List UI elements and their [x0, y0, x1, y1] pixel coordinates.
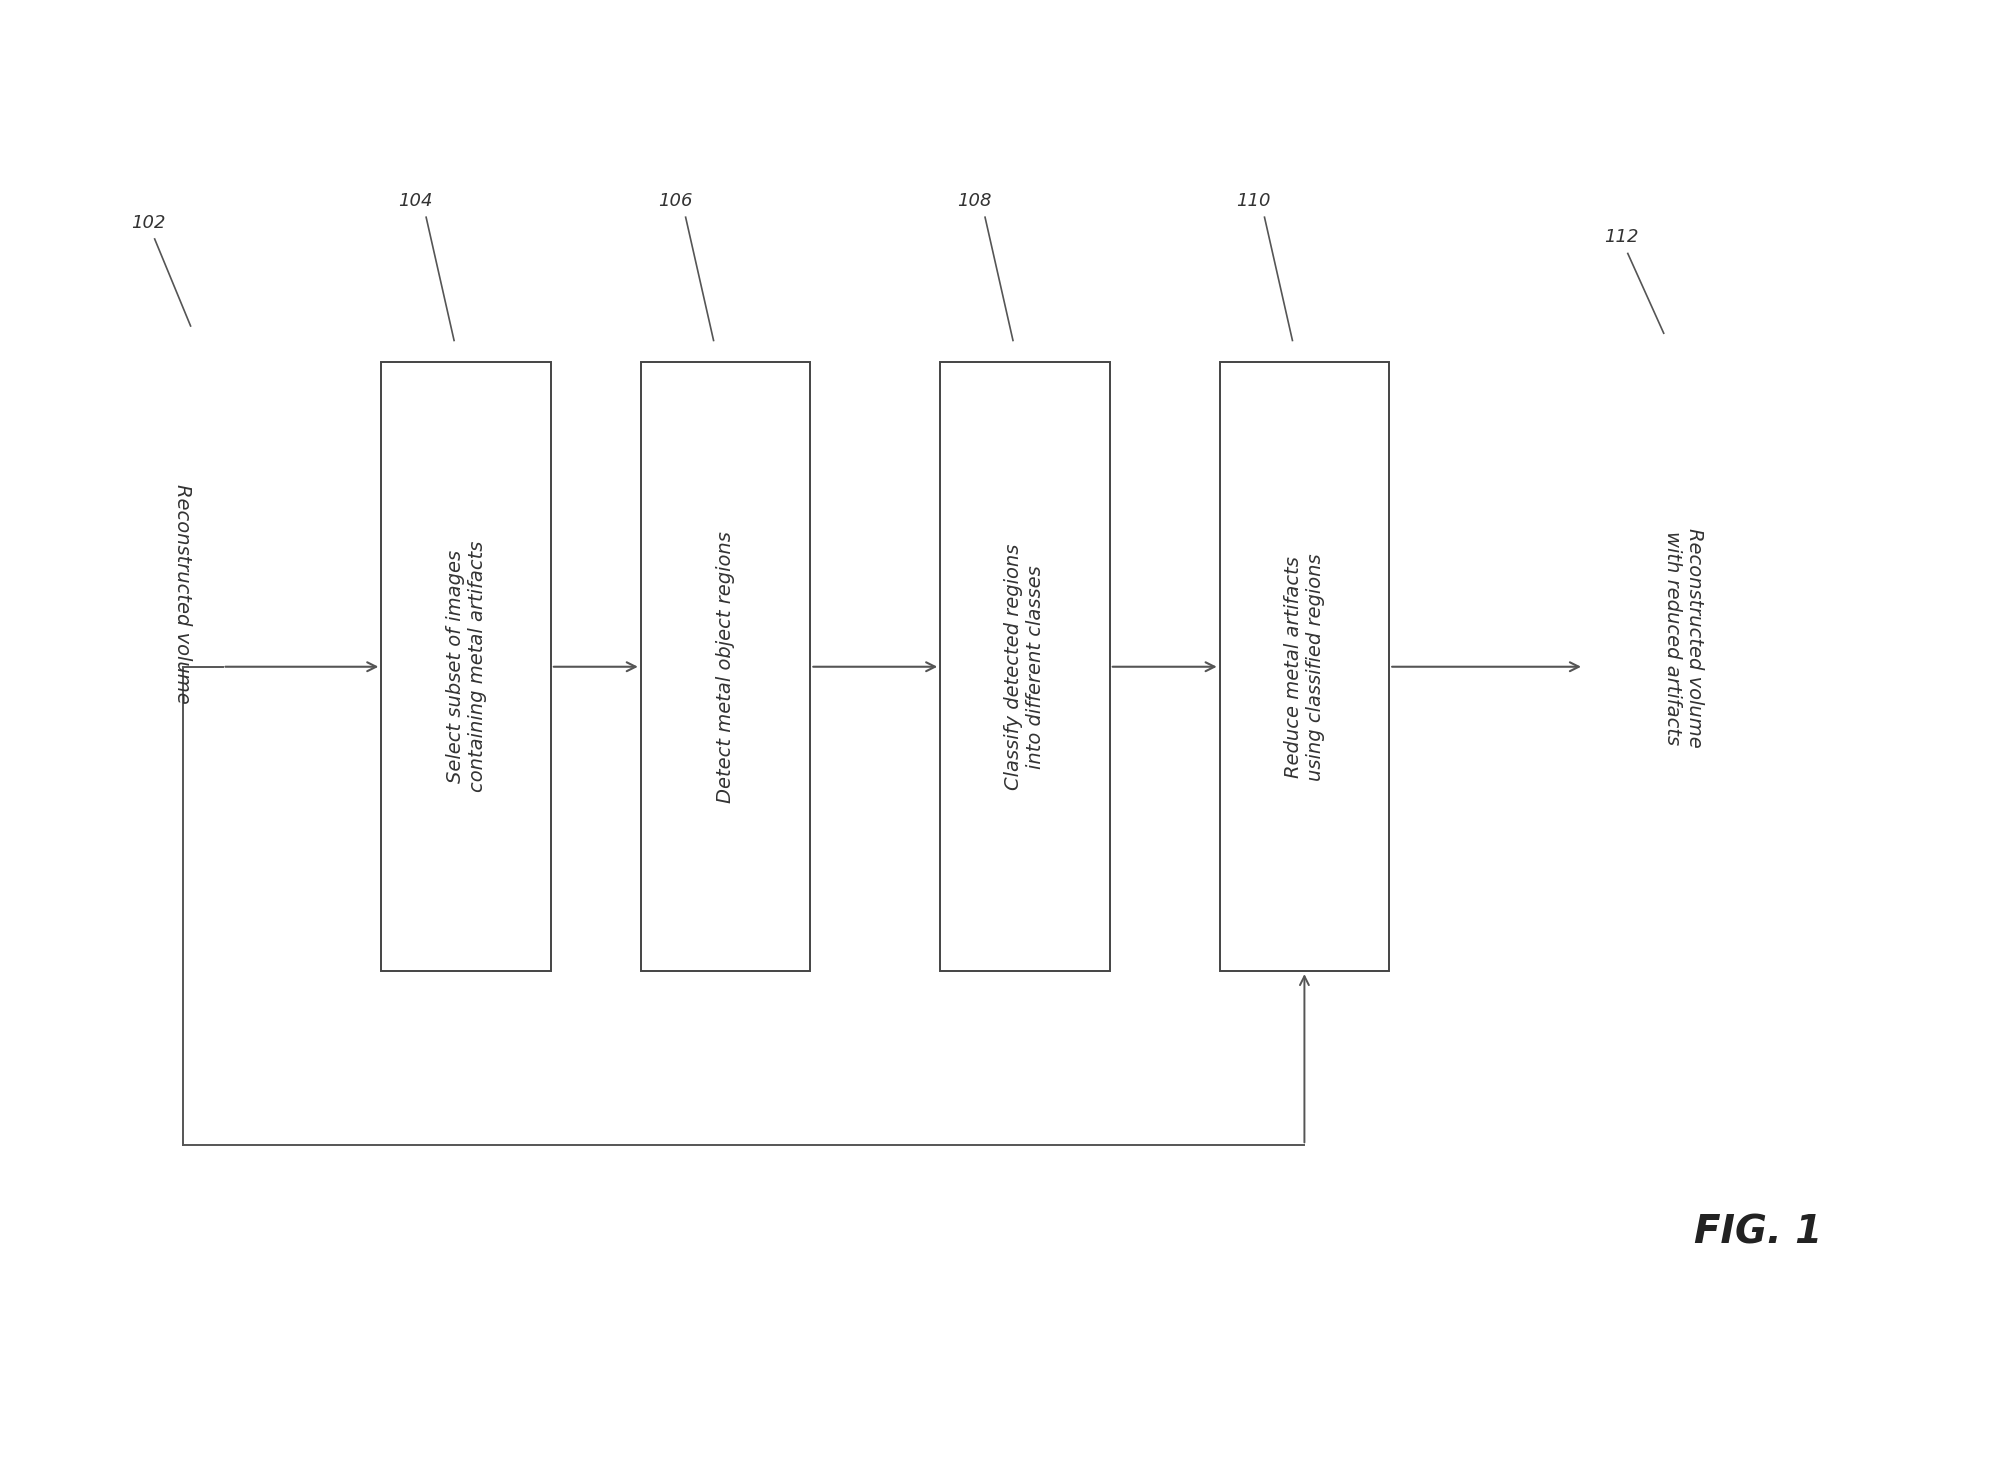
Text: 110: 110	[1236, 192, 1270, 209]
Bar	[941, 362, 1110, 971]
Text: 102: 102	[131, 214, 165, 231]
Text: FIG. 1: FIG. 1	[1694, 1214, 1821, 1252]
Bar	[382, 362, 551, 971]
Text: 104: 104	[398, 192, 432, 209]
Text: 112: 112	[1604, 228, 1638, 246]
Text: Reconstructed volume: Reconstructed volume	[173, 485, 193, 704]
Text: 108: 108	[957, 192, 991, 209]
Text: Classify detected regions
into different classes: Classify detected regions into different…	[1005, 543, 1045, 791]
Bar	[1220, 362, 1389, 971]
Text: 106: 106	[657, 192, 691, 209]
Text: Reduce metal artifacts
using classified regions: Reduce metal artifacts using classified …	[1284, 553, 1325, 780]
Bar	[641, 362, 810, 971]
Text: Select subset of images
containing metal artifacts: Select subset of images containing metal…	[446, 542, 486, 792]
Text: Detect metal object regions: Detect metal object regions	[716, 531, 736, 802]
Text: Reconstructed volume
with reduced artifacts: Reconstructed volume with reduced artifa…	[1662, 529, 1704, 748]
